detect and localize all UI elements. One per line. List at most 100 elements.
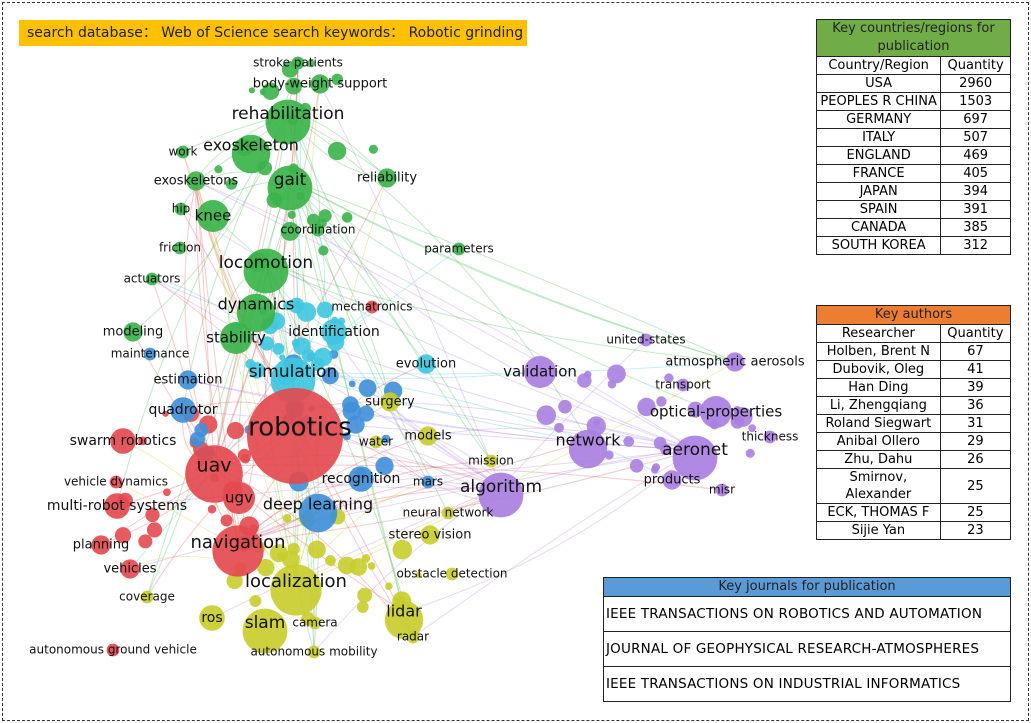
node: [257, 559, 275, 577]
node: [197, 200, 229, 232]
labels: stroke patients body-weight support rehabi…: [29, 56, 805, 659]
node-label: coverage: [119, 590, 175, 604]
node: [242, 608, 288, 654]
node-label: deep learning: [263, 495, 373, 514]
node: [593, 419, 601, 426]
node: [568, 429, 608, 469]
table-cell: 25: [939, 468, 1012, 504]
table-cell: ITALY: [815, 128, 942, 147]
node-label: misr: [709, 483, 735, 497]
table-row: Holben, Brent N 67: [816, 342, 1012, 361]
node: [163, 488, 171, 497]
node: [287, 210, 296, 219]
edge: [292, 371, 673, 481]
column-header: Country/Region: [815, 56, 942, 75]
node: [662, 470, 682, 490]
node: [554, 422, 564, 433]
node: [178, 370, 198, 390]
node-label: rehabilitation: [232, 104, 345, 124]
node: [267, 165, 313, 211]
table-row: Dubovik, Oleg 41: [816, 360, 1012, 379]
node: [146, 522, 163, 538]
table-cell: ENGLAND: [815, 146, 942, 165]
edge: [500, 339, 647, 488]
node-label: autonomous ground vehicle: [29, 643, 197, 657]
table-row: ECK, THOMAS F 25: [816, 503, 1012, 522]
table-cell: IEEE TRANSACTIONS ON ROBOTICS AND AUTOMA…: [603, 596, 1011, 632]
table-cell: 25: [939, 503, 1012, 522]
node: [748, 424, 757, 433]
table-cell: IEEE TRANSACTIONS ON INDUSTRIAL INFORMAT…: [603, 666, 1011, 702]
table-cell: 26: [939, 450, 1012, 469]
node: [327, 141, 347, 161]
node: [243, 248, 289, 294]
table-cell: 41: [939, 360, 1012, 379]
table-cell: SPAIN: [815, 200, 942, 219]
header-row: Key journals for publication: [603, 577, 1011, 597]
table-cell: 391: [940, 200, 1011, 219]
node-label: identification: [288, 324, 380, 340]
node: [226, 421, 245, 440]
table-cell: 312: [940, 236, 1011, 255]
node: [348, 466, 374, 492]
node: [123, 322, 143, 342]
table-row: ITALY 507: [815, 128, 1011, 147]
node: [189, 431, 206, 447]
node-label: united-states: [606, 333, 685, 347]
node: [730, 415, 745, 429]
node: [385, 582, 393, 591]
node-label: swarm robotics: [70, 433, 177, 449]
node: [418, 426, 438, 446]
node: [415, 571, 422, 579]
node-label: models: [404, 429, 451, 444]
edge: [265, 262, 736, 363]
edge: [213, 465, 502, 489]
node: [225, 178, 238, 190]
node: [301, 348, 315, 363]
node-label: knee: [195, 207, 232, 225]
node: [368, 144, 378, 154]
node: [406, 630, 420, 644]
node: [316, 301, 334, 319]
node: [259, 336, 275, 351]
node: [321, 367, 339, 385]
node-label: vehicle dynamics: [64, 475, 168, 489]
node: [607, 364, 626, 384]
table-title: Key journals for publication: [603, 577, 1011, 597]
node: [265, 99, 311, 145]
node: [282, 513, 292, 523]
node: [577, 373, 592, 388]
node: [287, 542, 300, 556]
node: [245, 358, 256, 369]
node: [308, 616, 322, 630]
table-cell: USA: [815, 74, 942, 93]
node: [298, 493, 338, 533]
node: [358, 405, 375, 422]
edge: [319, 83, 502, 488]
node-label: actuators: [124, 272, 181, 286]
node: [212, 525, 264, 577]
node: [664, 373, 674, 383]
table-row: IEEE TRANSACTIONS ON ROBOTICS AND AUTOMA…: [603, 596, 1011, 632]
table-row: SPAIN 391: [815, 200, 1011, 219]
node: [321, 319, 347, 345]
node: [337, 556, 356, 575]
node-label: validation: [503, 363, 577, 381]
node: [639, 333, 653, 347]
table-row: Anibal Ollero 29: [816, 432, 1012, 451]
table-cell: 394: [940, 182, 1011, 201]
node: [272, 342, 285, 355]
table-row: Li, Zhengqiang 36: [816, 396, 1012, 415]
edge: [295, 486, 502, 583]
node: [687, 401, 704, 418]
node: [441, 506, 455, 520]
node: [369, 435, 383, 449]
edge: [287, 113, 429, 483]
node-label: planning: [73, 538, 129, 553]
table-cell: Smirnov, Alexander: [816, 468, 941, 504]
node: [356, 601, 369, 613]
node: [120, 559, 140, 579]
node: [114, 527, 132, 544]
node-label: surgery: [365, 395, 415, 410]
edge: [212, 215, 297, 583]
